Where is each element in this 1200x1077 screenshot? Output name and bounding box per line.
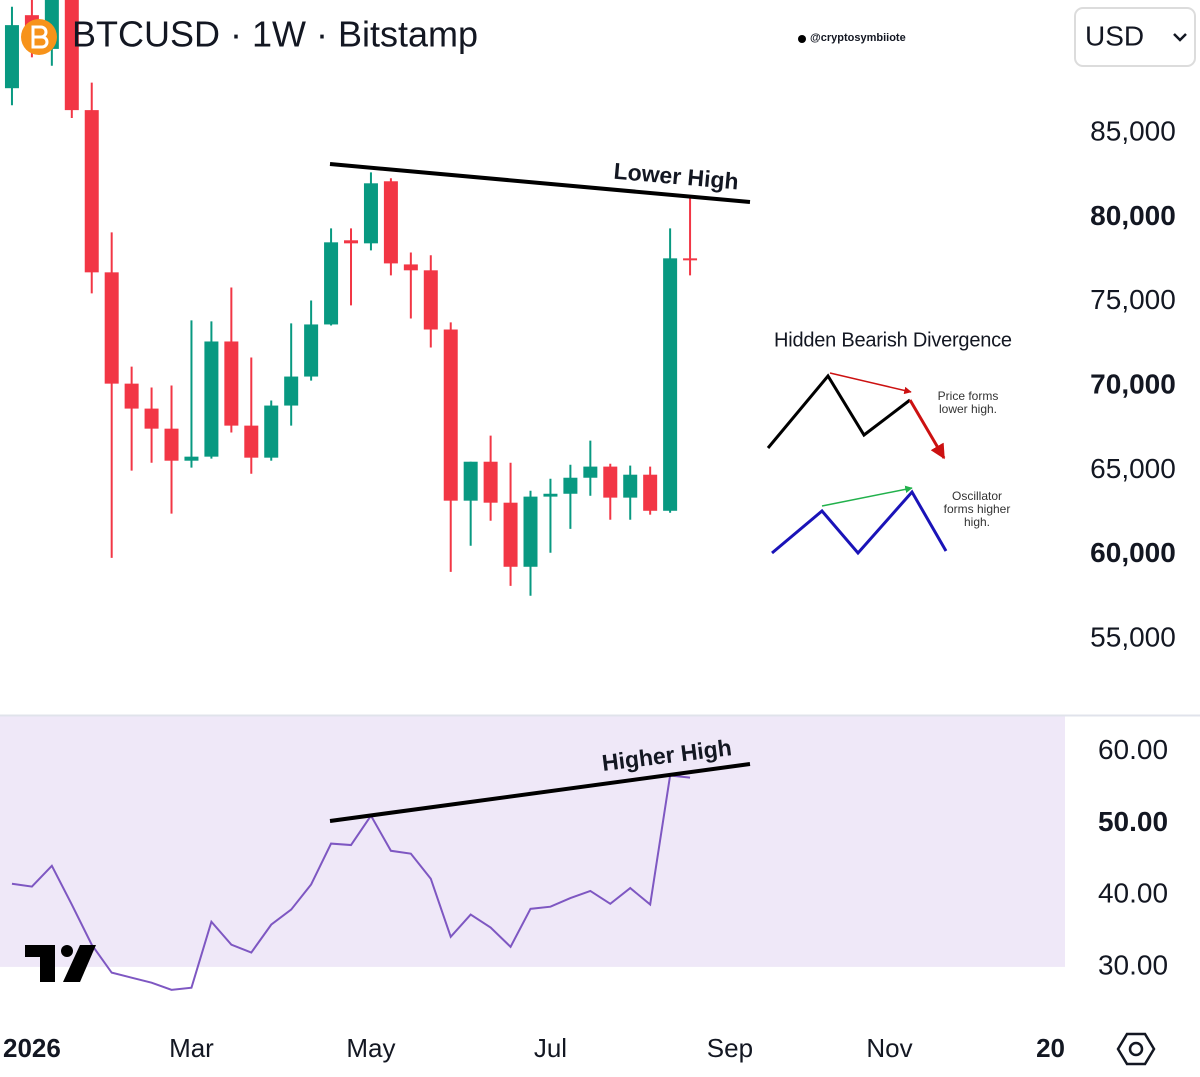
inset-title: Hidden Bearish Divergence xyxy=(774,329,1012,351)
y-tick-label: 50.00 xyxy=(1098,806,1168,837)
trend-line xyxy=(329,762,751,823)
y-tick-label: 55,000 xyxy=(1090,622,1176,653)
candle-body xyxy=(363,183,378,244)
note: forms higher xyxy=(944,502,1011,516)
candle-body xyxy=(124,383,139,409)
currency-label[interactable]: USD xyxy=(1085,20,1144,51)
y-tick-label: 60,000 xyxy=(1090,537,1176,568)
y-tick-label: 75,000 xyxy=(1090,284,1176,315)
candle-body xyxy=(304,324,319,377)
y-tick-label: 80,000 xyxy=(1090,200,1176,231)
logo xyxy=(25,945,96,982)
y-tick-label: 70,000 xyxy=(1090,369,1176,400)
candle-body xyxy=(483,461,498,503)
candle-body xyxy=(164,428,179,461)
note: high. xyxy=(964,515,990,529)
watermark: @cryptosymbiiote xyxy=(810,32,906,44)
candle-body xyxy=(184,456,199,461)
candle-body xyxy=(683,258,698,261)
price-zigzag xyxy=(766,373,911,449)
y-tick-label: 65,000 xyxy=(1090,453,1176,484)
oscillator-zigzag xyxy=(771,489,948,556)
x-tick-label: Mar xyxy=(169,1033,214,1063)
candle-body xyxy=(643,474,658,511)
candle-body xyxy=(423,270,438,330)
y-tick-label: 40.00 xyxy=(1098,878,1168,909)
candle-body xyxy=(264,405,279,458)
candle-body xyxy=(224,341,239,426)
candle-body xyxy=(443,329,458,501)
candle-body xyxy=(84,110,99,273)
candle-body xyxy=(623,474,638,498)
candle-body xyxy=(64,0,79,111)
annotation: Lower High xyxy=(613,158,740,195)
oscillator-pane xyxy=(11,774,691,991)
x-tick-label: Jul xyxy=(534,1033,567,1063)
oscillator-panel xyxy=(0,716,1065,967)
x-tick-label: Nov xyxy=(866,1033,912,1063)
note: Price forms xyxy=(938,389,999,403)
price-pane xyxy=(4,0,698,596)
settings-icon[interactable] xyxy=(1116,1032,1156,1066)
candle-body xyxy=(583,466,598,478)
oscillator-line xyxy=(11,774,691,991)
x-tick-label: 2026 xyxy=(3,1033,61,1063)
candle-body xyxy=(663,258,678,511)
note: lower high. xyxy=(939,402,997,416)
candle-body xyxy=(463,461,478,501)
candle-body xyxy=(523,496,538,567)
candle-body xyxy=(284,376,299,406)
watermark-icon xyxy=(798,35,806,43)
band xyxy=(0,716,1065,967)
y-tick-label: 30.00 xyxy=(1098,949,1168,980)
candle-body xyxy=(144,408,159,429)
coin-glyph xyxy=(31,25,49,49)
y-tick-label: 60.00 xyxy=(1098,734,1168,765)
chevron[interactable] xyxy=(1173,33,1187,42)
candle-body xyxy=(563,477,578,494)
axes: 55,000 60,000 65,000 70,000 75,000 80,000 85,0… xyxy=(3,116,1176,1063)
y-tick-label: 85,000 xyxy=(1090,116,1176,147)
candle-body xyxy=(104,272,119,384)
candle-body xyxy=(244,425,259,458)
currency-select[interactable] xyxy=(1074,7,1196,67)
candle-body xyxy=(603,466,618,498)
candle-body xyxy=(204,341,219,457)
candle-body xyxy=(4,25,19,89)
candle-body xyxy=(403,264,418,271)
arrow xyxy=(908,399,946,460)
arrow xyxy=(829,372,912,395)
x-tick-label: May xyxy=(346,1033,395,1063)
candle-body xyxy=(543,493,558,497)
x-tick-label: Sep xyxy=(707,1033,753,1063)
arrow xyxy=(821,485,913,507)
candle-body xyxy=(503,502,518,567)
note: Oscillator xyxy=(952,489,1002,503)
x-tick-label: 20 xyxy=(1036,1033,1065,1063)
candle-body xyxy=(383,181,398,264)
candle-body xyxy=(344,240,359,244)
trend-line xyxy=(329,162,751,204)
chart-title: BTCUSD · 1W · Bitstamp xyxy=(72,14,478,55)
candle-body xyxy=(324,242,339,325)
